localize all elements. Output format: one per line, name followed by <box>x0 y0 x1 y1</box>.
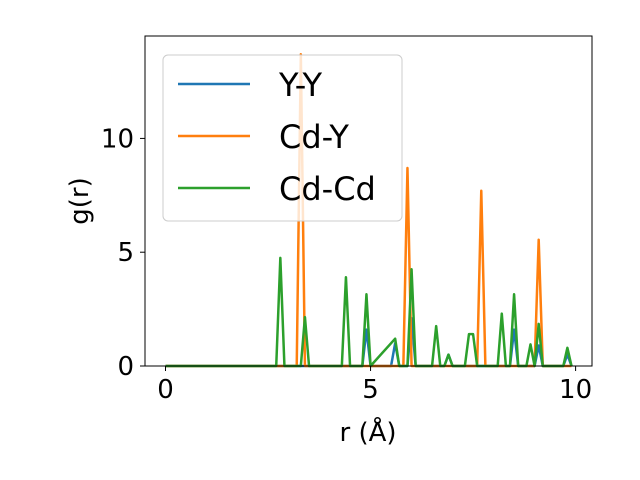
series-line-cd-cd <box>165 256 573 368</box>
y-tick-label: 0 <box>117 352 134 382</box>
y-axis: 0 5 10 <box>101 124 145 382</box>
legend-label-cd-y: Cd-Y <box>279 118 349 156</box>
legend: Y-Y Cd-Y Cd-Cd <box>162 54 403 222</box>
legend-label-cd-cd: Cd-Cd <box>279 170 376 208</box>
x-axis: 0 5 10 <box>157 366 592 405</box>
plot-frame <box>144 35 593 367</box>
x-tick-label: 0 <box>157 375 174 405</box>
x-tick-label: 5 <box>362 375 379 405</box>
y-axis-label: g(r) <box>65 177 95 224</box>
legend-label-y-y: Y-Y <box>278 66 323 104</box>
y-tick-label: 10 <box>101 124 134 154</box>
legend-box <box>162 54 403 222</box>
y-tick-label: 5 <box>117 238 134 268</box>
x-tick-label: 10 <box>559 375 592 405</box>
x-axis-label: r (Å) <box>339 416 396 448</box>
